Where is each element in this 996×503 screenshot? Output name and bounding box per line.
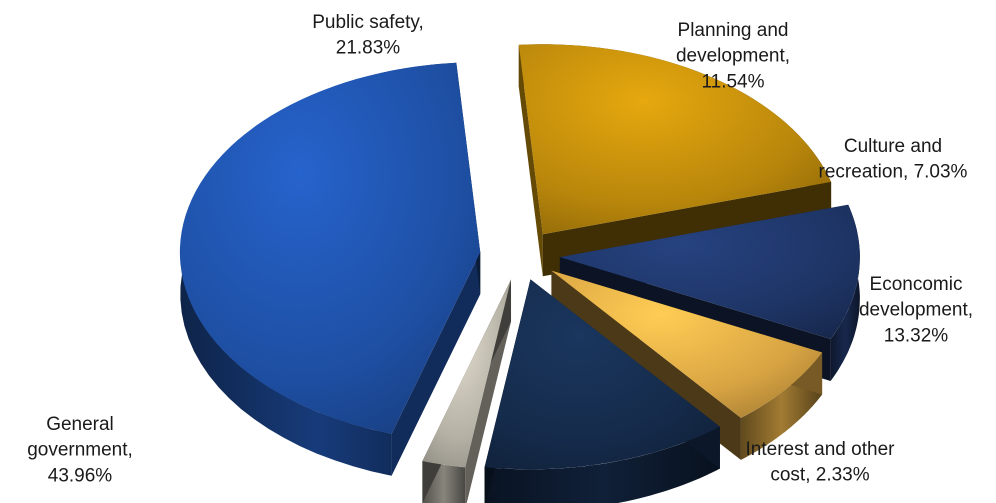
data-label-line: Interest and other bbox=[746, 439, 896, 460]
data-label-econcomic-development: Econcomic development, 13.32% bbox=[859, 274, 973, 346]
data-label-line: 21.83% bbox=[336, 38, 401, 59]
slice-public-safety bbox=[518, 44, 832, 235]
data-label-line: development, bbox=[676, 46, 790, 67]
data-label-line: 13.32% bbox=[884, 325, 949, 346]
data-label-culture-and-recreation: Culture and recreation, 7.03% bbox=[819, 136, 968, 183]
slice-edge-public-safety bbox=[518, 44, 543, 277]
slice-interest-and-other-cost bbox=[422, 279, 512, 468]
slice-side-econcomic-development bbox=[484, 426, 720, 503]
data-label-public-safety: Public safety, 21.83% bbox=[312, 12, 424, 59]
data-label-planning-and-development: Planning and development, 11.54% bbox=[676, 20, 790, 92]
data-label-line: development, bbox=[859, 300, 973, 321]
slice-econcomic-development bbox=[484, 279, 720, 470]
data-label-line: Culture and bbox=[844, 136, 942, 157]
slice-culture-and-recreation bbox=[551, 270, 823, 418]
data-label-line: Econcomic bbox=[870, 274, 963, 295]
data-label-line: 43.96% bbox=[48, 465, 113, 486]
slice-general-government bbox=[179, 62, 481, 434]
data-label-general-government: General government, 43.96% bbox=[27, 414, 133, 486]
data-label-line: recreation, 7.03% bbox=[819, 162, 968, 183]
slice-planning-and-development bbox=[559, 204, 860, 339]
data-label-line: cost, 2.33% bbox=[770, 465, 869, 486]
slice-tops bbox=[179, 44, 860, 470]
data-label-line: Planning and bbox=[678, 20, 789, 41]
slice-edge-general-government bbox=[391, 252, 481, 476]
data-label-line: 11.54% bbox=[701, 71, 764, 92]
data-label-line: government, bbox=[27, 440, 133, 461]
data-label-line: Public safety, bbox=[312, 12, 424, 33]
slice-labels: Public safety, 21.83% Planning and developm… bbox=[27, 12, 973, 486]
data-label-interest-and-other-cost: Interest and other cost, 2.33% bbox=[746, 439, 896, 486]
data-label-line: General bbox=[46, 414, 114, 435]
